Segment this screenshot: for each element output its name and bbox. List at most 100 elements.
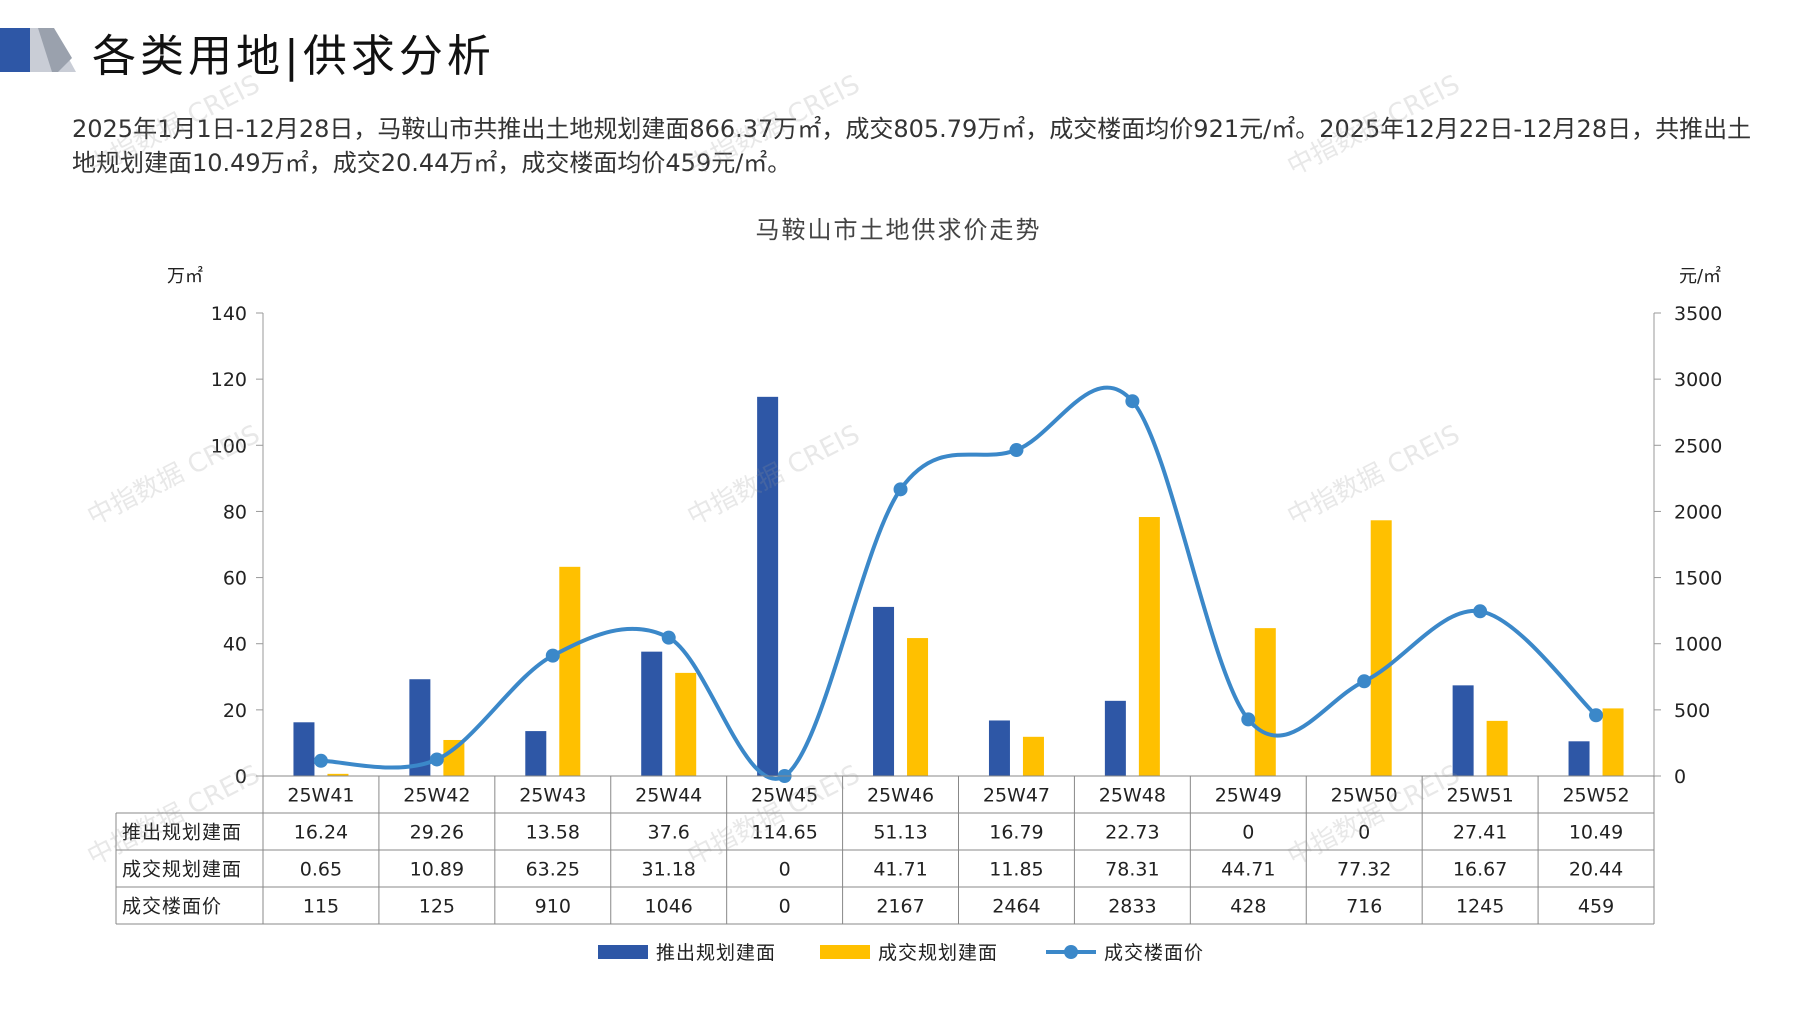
bar-supply (641, 651, 663, 776)
legend-label: 成交规划建面 (878, 942, 998, 964)
legend-label: 推出规划建面 (656, 942, 776, 964)
bar-supply (757, 396, 779, 776)
point-price (1241, 712, 1256, 727)
data-label: 20.44 (1569, 859, 1623, 881)
data-label: 41.71 (873, 859, 927, 881)
data-label: 114.65 (751, 822, 817, 844)
data-label: 16.24 (294, 822, 348, 844)
bar-deal (1254, 628, 1276, 776)
data-label: 29.26 (410, 822, 464, 844)
point-price (1589, 708, 1604, 723)
bar-deal (1138, 517, 1160, 776)
data-label: 10.49 (1569, 822, 1623, 844)
y-left-tick-label: 120 (211, 369, 247, 391)
data-label: 115 (303, 896, 339, 918)
point-price (1125, 394, 1140, 409)
y-right-tick-label: 1000 (1674, 634, 1722, 656)
point-price (545, 648, 560, 663)
chart-title: 马鞍山市土地供求价走势 (755, 216, 1042, 244)
bar-supply (988, 720, 1010, 776)
data-label: 428 (1230, 896, 1266, 918)
point-price (313, 753, 328, 768)
y-left-tick-label: 20 (223, 700, 247, 722)
point-price (661, 630, 676, 645)
x-tick-label: 25W52 (1562, 785, 1629, 807)
y-right-tick-label: 3500 (1674, 303, 1722, 325)
data-label: 31.18 (642, 859, 696, 881)
point-price (1473, 604, 1488, 619)
header-decoration (0, 28, 76, 72)
bar-deal (1602, 708, 1624, 776)
legend-label: 成交楼面价 (1104, 942, 1204, 964)
data-label: 0.65 (300, 859, 342, 881)
data-label: 910 (535, 896, 571, 918)
bar-deal (675, 672, 697, 776)
data-label: 78.31 (1105, 859, 1159, 881)
y-left-tick-label: 0 (235, 766, 247, 788)
table-row-header: 成交楼面价 (122, 896, 222, 918)
x-tick-label: 25W51 (1447, 785, 1514, 807)
bar-deal (907, 638, 929, 776)
y-left-tick-label: 100 (211, 435, 247, 457)
x-tick-label: 25W49 (1215, 785, 1282, 807)
data-label: 37.6 (648, 822, 690, 844)
y-right-tick-label: 3000 (1674, 369, 1722, 391)
table-row-header: 成交规划建面 (122, 859, 242, 881)
legend-swatch (820, 945, 870, 959)
data-label: 2167 (876, 896, 924, 918)
x-tick-label: 25W50 (1331, 785, 1398, 807)
y-left-tick-label: 40 (223, 634, 247, 656)
data-label: 459 (1578, 896, 1614, 918)
data-label: 2464 (992, 896, 1040, 918)
data-label: 1046 (645, 896, 693, 918)
data-label: 716 (1346, 896, 1382, 918)
data-label: 13.58 (526, 822, 580, 844)
line-price (320, 385, 1598, 781)
point-price (1357, 674, 1372, 689)
y-left-tick-label: 140 (211, 303, 247, 325)
data-label: 0 (779, 896, 791, 918)
y-right-tick-label: 1500 (1674, 568, 1722, 590)
data-label: 27.41 (1453, 822, 1507, 844)
y-left-tick-label: 60 (223, 568, 247, 590)
x-tick-label: 25W41 (287, 785, 354, 807)
bar-supply (525, 731, 547, 776)
legend-marker (1064, 945, 1078, 959)
table-row-header: 推出规划建面 (122, 822, 242, 844)
y-right-tick-label: 0 (1674, 766, 1686, 788)
bar-supply (1104, 700, 1126, 776)
x-tick-label: 25W44 (635, 785, 702, 807)
data-label: 0 (1242, 822, 1254, 844)
data-label: 77.32 (1337, 859, 1391, 881)
bar-supply (293, 722, 315, 776)
bar-supply (873, 606, 895, 776)
data-label: 16.79 (989, 822, 1043, 844)
bar-deal (327, 773, 349, 776)
bar-deal (1022, 736, 1044, 776)
bar-supply (1452, 685, 1474, 776)
bar-deal (443, 739, 465, 776)
y-right-tick-label: 2500 (1674, 435, 1722, 457)
point-price (1009, 443, 1024, 458)
x-tick-label: 25W48 (1099, 785, 1166, 807)
bar-deal (1486, 720, 1508, 776)
y-right-tick-label: 2000 (1674, 501, 1722, 523)
bar-deal (1370, 520, 1392, 776)
data-label: 0 (1358, 822, 1370, 844)
legend-swatch (598, 945, 648, 959)
data-label: 51.13 (873, 822, 927, 844)
point-price (429, 752, 444, 767)
bar-deal (559, 566, 581, 776)
bar-supply (409, 679, 431, 776)
x-tick-label: 25W42 (403, 785, 470, 807)
data-label: 10.89 (410, 859, 464, 881)
data-label: 2833 (1108, 896, 1156, 918)
data-label: 44.71 (1221, 859, 1275, 881)
page-title: 各类用地|供求分析 (92, 31, 495, 82)
y-right-unit-label: 元/㎡ (1679, 265, 1721, 287)
point-price (893, 482, 908, 497)
data-label: 11.85 (989, 859, 1043, 881)
x-tick-label: 25W45 (751, 785, 818, 807)
x-tick-label: 25W43 (519, 785, 586, 807)
